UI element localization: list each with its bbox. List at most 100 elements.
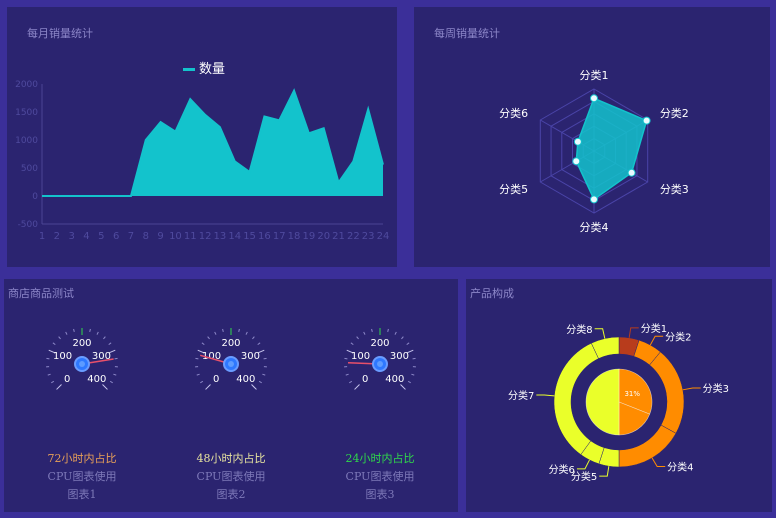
gauge-tick [51, 380, 55, 384]
x-tick-label: 9 [157, 231, 163, 242]
gauge-tick [238, 328, 240, 333]
gauge-3-label-2: CPU图表使用 [345, 470, 415, 483]
x-tick-label: 22 [347, 231, 360, 242]
gauge-tick-label: 100 [202, 351, 221, 362]
area-series-line [42, 88, 384, 197]
gauge-1-labels: 72小时内占比 CPU图表使用 图表1 [22, 450, 142, 504]
outer-ring-slice [649, 351, 685, 434]
inner-pie-slice [618, 368, 653, 415]
slice-label-line [651, 457, 666, 468]
radar-indicator-label: 分类4 [580, 220, 609, 234]
slice-label: 分类1 [641, 322, 667, 335]
gauge-tick [109, 380, 113, 384]
x-tick-label: 4 [83, 231, 89, 242]
gauge-tick-label: 0 [64, 374, 70, 385]
gauge-tick [58, 336, 61, 340]
gauge-tick [262, 373, 266, 376]
slice-label-line [576, 459, 590, 470]
weekly-sales-title: 每周销量统计 [434, 27, 500, 40]
gauge-2-label-3: 图表2 [216, 488, 246, 501]
y-tick-label: 2000 [15, 80, 38, 90]
gauge-tick-label: 200 [72, 338, 91, 349]
gauge-tick [349, 380, 353, 384]
gauges-panel: 商店商品测试 [4, 279, 458, 512]
y-tick-label: 500 [21, 164, 38, 174]
gauge-tick [356, 336, 359, 340]
gauge-tick-label: 300 [241, 351, 260, 362]
monthly-sales-title: 每月销量统计 [27, 27, 93, 40]
gauge-2-labels: 48小时内占比 CPU图表使用 图表2 [171, 450, 291, 504]
radar-point [590, 94, 598, 103]
gauge-tick [47, 373, 51, 376]
gauge-tick [222, 328, 224, 333]
gauge-1-label-1: 72小时内占比 [47, 452, 117, 465]
x-tick-label: 6 [113, 231, 119, 242]
gauge-tick [56, 384, 62, 390]
slice-label-line [649, 335, 664, 346]
radar-indicator-label: 分类5 [499, 182, 528, 196]
slice-label-line [536, 394, 555, 397]
gauge-tick [197, 349, 205, 354]
gauge-tick [400, 384, 406, 390]
x-tick-label: 3 [68, 231, 74, 242]
gauge-tick [201, 342, 205, 346]
gauge-tick-label: 0 [213, 374, 219, 385]
gauge-hub-inner [228, 361, 234, 367]
gauge-tick [108, 349, 116, 354]
x-tick-label: 12 [199, 231, 212, 242]
gauge-tick-label: 300 [92, 351, 111, 362]
radar-point [572, 157, 581, 166]
gauge-tick [394, 331, 397, 335]
gauge-tick [411, 373, 415, 376]
slice-label: 分类6 [549, 463, 575, 476]
legend-swatch [183, 68, 195, 71]
gauge-tick [345, 373, 349, 376]
x-tick-label: 8 [143, 231, 149, 242]
outer-ring-slice [590, 336, 620, 359]
gauge-3-label-1: 24小时内占比 [345, 452, 415, 465]
gauge-tick [346, 349, 354, 354]
x-tick-label: 23 [362, 231, 375, 242]
weekly-radar-chart: 分类1 分类2 分类3 分类4 分类5 分类6 [499, 68, 689, 234]
gauge-tick-label: 400 [87, 374, 106, 385]
slice-label-line [599, 466, 610, 477]
gauge-tick [214, 331, 217, 335]
gauge-tick [354, 384, 360, 390]
gauge-tick [245, 331, 248, 335]
slice-label-line [628, 327, 639, 338]
radar-indicator-label: 分类1 [580, 68, 609, 82]
slice-label: 分类7 [508, 389, 534, 402]
slice-label-line [594, 328, 606, 339]
radar-indicator-label: 分类6 [499, 106, 528, 120]
legend-label: 数量 [199, 62, 226, 77]
inner-pie-slice [618, 401, 651, 436]
gauge-tick [350, 342, 354, 346]
gauge-tick-label: 300 [390, 351, 409, 362]
x-tick-label: 14 [228, 231, 241, 242]
gauge-tick [103, 336, 106, 340]
gauge-tick [48, 349, 56, 354]
x-tick-label: 7 [128, 231, 134, 242]
gauges-title: 商店商品测试 [8, 287, 74, 300]
gauge-1-label-3: 图表1 [67, 488, 97, 501]
gauge-tick [252, 336, 255, 340]
x-tick-label: 15 [243, 231, 256, 242]
gauge-tick-label: 200 [221, 338, 240, 349]
radar-point [590, 195, 598, 204]
gauge-tick [113, 373, 117, 376]
gauge-hub-inner [377, 361, 383, 367]
gauge-tick-label: 100 [351, 351, 370, 362]
gauge-tick [205, 384, 211, 390]
slice-label: 分类4 [667, 461, 693, 474]
slice-label: 分类5 [571, 470, 597, 483]
composition-title: 产品构成 [470, 287, 514, 300]
radar-indicator-label: 分类3 [660, 182, 689, 196]
radar-point [573, 137, 582, 146]
x-tick-label: 16 [258, 231, 271, 242]
area-legend[interactable]: 数量 [183, 58, 225, 77]
slice-label: 分类3 [703, 382, 729, 395]
